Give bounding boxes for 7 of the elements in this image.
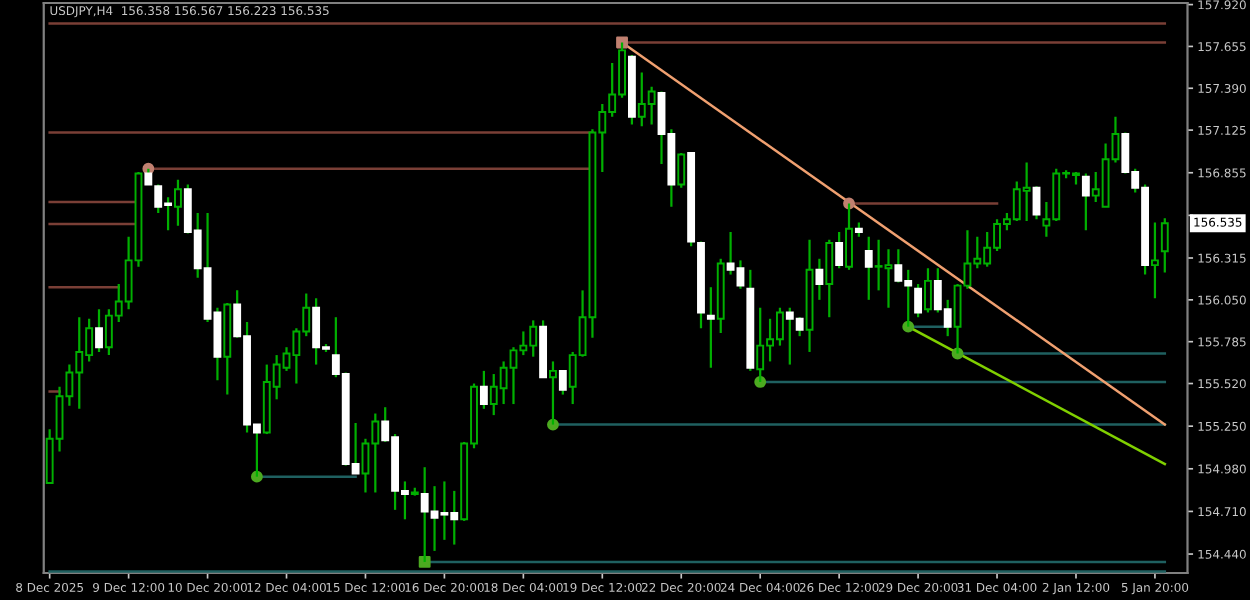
point	[418, 556, 431, 568]
candlestick	[825, 238, 834, 319]
candlestick	[1151, 221, 1159, 300]
candlestick	[924, 267, 932, 314]
candlestick	[174, 178, 182, 227]
candlestick	[1160, 217, 1169, 274]
candlestick	[677, 151, 686, 189]
